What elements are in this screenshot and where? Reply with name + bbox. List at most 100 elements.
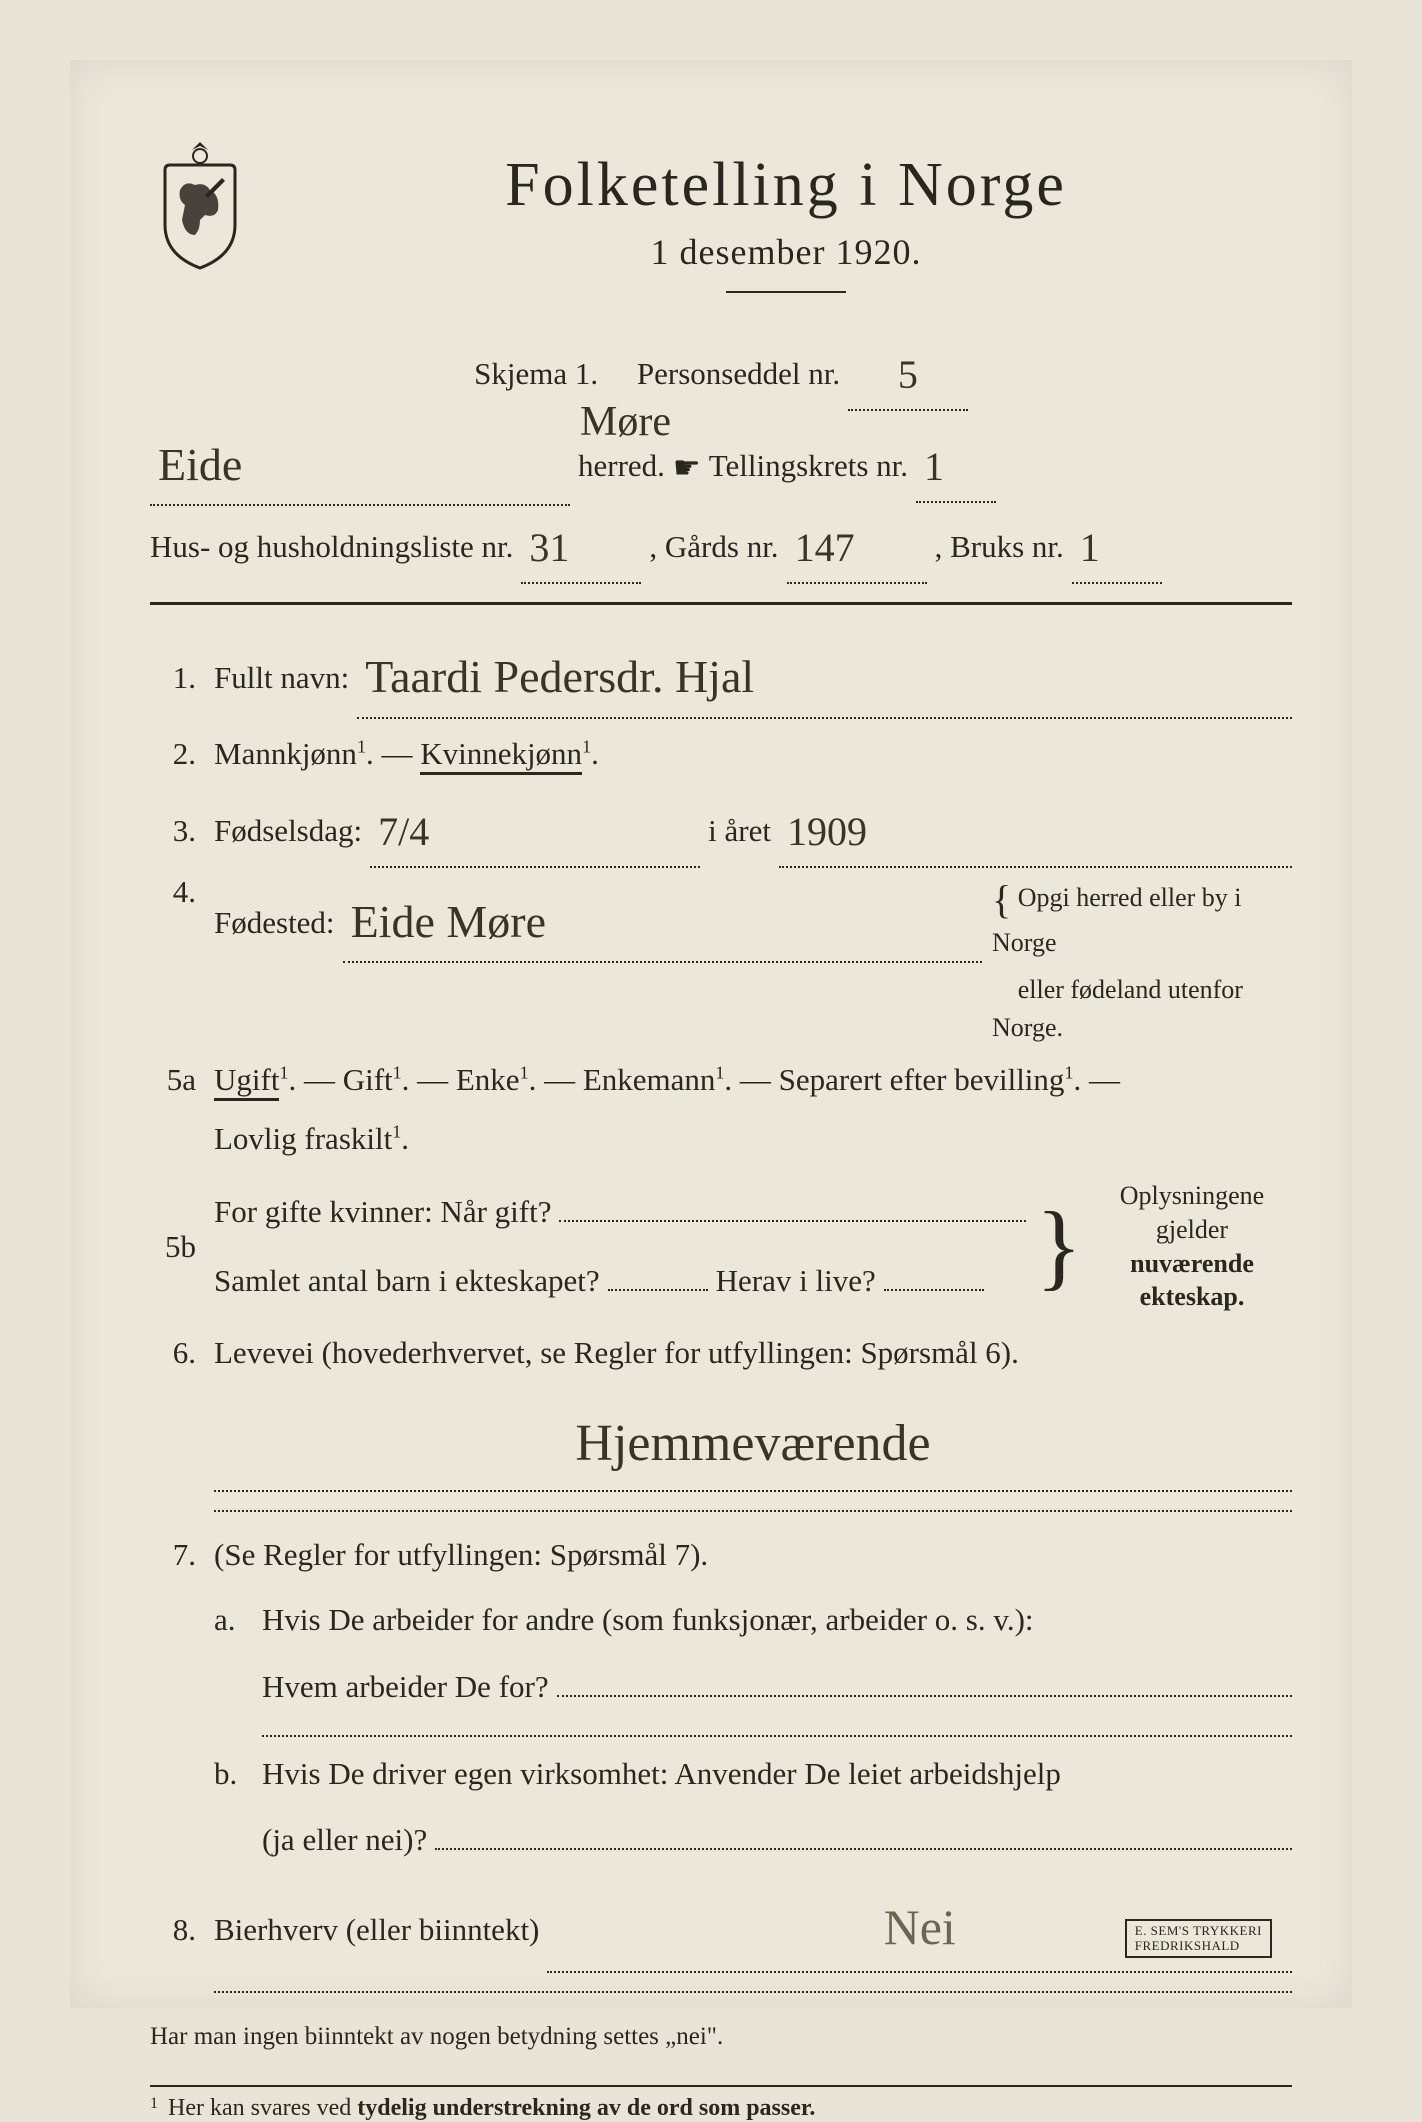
q7b-line1: Hvis De driver egen virksomhet: Anvender…: [262, 1756, 1061, 1791]
footnote: 1 Her kan svares ved tydelig understrekn…: [150, 2095, 1292, 2122]
stamp-line2: FREDRIKSHALD: [1135, 1938, 1240, 1953]
q5b-l2a: Samlet antal barn i ekteskapet?: [214, 1252, 600, 1311]
tellingskrets-nr: 1: [924, 429, 944, 505]
q5a-d1: —: [304, 1062, 343, 1097]
q8-blank: [214, 1991, 1292, 1993]
q5b-note: Oplysningene gjelder nuværende ekteskap.: [1092, 1179, 1292, 1314]
date-line: 1 desember 1920.: [280, 231, 1292, 273]
tellingskrets-label: Tellingskrets nr.: [709, 437, 908, 496]
q7a: a. Hvis De arbeider for andre (som funks…: [214, 1591, 1292, 1737]
q6-label: Levevei (hovederhvervet, se Regler for u…: [214, 1335, 1019, 1370]
bruks-nr: 1: [1080, 510, 1100, 586]
q7a-line1: Hvis De arbeider for andre (som funksjon…: [262, 1602, 1034, 1637]
q1: 1. Fullt navn: Taardi Pedersdr. Hjal: [150, 629, 1292, 718]
q5a-s1: 1: [393, 1063, 402, 1083]
q5a-s0: 1: [279, 1063, 288, 1083]
herred-line: Møre Eide herred. ☛ Tellingskrets nr. 1: [150, 417, 1292, 506]
hus-line: Hus- og husholdningsliste nr. 31 , Gårds…: [150, 506, 1292, 584]
q1-label: Fullt navn:: [214, 649, 349, 708]
q2-dash: —: [381, 736, 420, 771]
q3-day: 7/4: [378, 794, 429, 870]
census-form-page: Folketelling i Norge 1 desember 1920. Sk…: [70, 60, 1352, 2008]
q8-value: Nei: [884, 1880, 956, 1975]
printer-stamp: E. SEM'S TRYKKERI FREDRIKSHALD: [1125, 1919, 1272, 1958]
q5b-n1: Oplysningene: [1120, 1181, 1264, 1210]
title-block: Folketelling i Norge 1 desember 1920.: [280, 140, 1292, 323]
q8: 8. Bierhverv (eller biinntekt) Nei: [150, 1876, 1292, 1973]
bottom-note: Har man ingen biinntekt av nogen betydni…: [150, 2013, 1292, 2061]
q4-value: Eide Møre: [351, 878, 546, 965]
stamp-line1: E. SEM'S TRYKKERI: [1135, 1923, 1262, 1938]
q3-label: Fødselsdag:: [214, 802, 362, 861]
q2-dot1: .: [366, 736, 374, 771]
q2-female-selected: Kvinnekjønn: [420, 736, 582, 775]
q5b-n2b: nuværende: [1130, 1249, 1254, 1278]
coat-of-arms-icon: [150, 140, 250, 270]
q2-male: Mannkjønn: [214, 736, 357, 771]
q5a-d3: —: [544, 1062, 583, 1097]
q2: 2. Mannkjønn1. — Kvinnekjønn1.: [150, 725, 1292, 784]
q5a-num: 5a: [150, 1062, 196, 1098]
q5a: 5a Ugift1. — Gift1. — Enke1. — Enkemann1…: [150, 1051, 1292, 1169]
q2-sup2: 1: [582, 736, 591, 756]
header: Folketelling i Norge 1 desember 1920.: [150, 140, 1292, 323]
q7-num: 7.: [150, 1537, 196, 1573]
main-title: Folketelling i Norge: [280, 150, 1292, 221]
q7a-line2: Hvem arbeider De for?: [262, 1658, 549, 1717]
q1-value: Taardi Pedersdr. Hjal: [365, 633, 754, 720]
q1-num: 1.: [150, 660, 196, 696]
q5a-d2: —: [417, 1062, 456, 1097]
q8-label: Bierhverv (eller biinntekt): [214, 1901, 539, 1960]
county-hand: Møre: [580, 383, 671, 463]
q5b-l1: For gifte kvinner: Når gift?: [214, 1183, 551, 1242]
q7-label: (Se Regler for utfyllingen: Spørsmål 7).: [214, 1537, 708, 1572]
q3-year: 1909: [787, 794, 867, 870]
q3-year-label: i året: [708, 802, 771, 861]
herred-hand: Eide: [158, 421, 242, 508]
q7b: b. Hvis De driver egen virksomhet: Anven…: [214, 1745, 1292, 1871]
gards-nr: 147: [795, 510, 855, 586]
q5b-l2b: Herav i live?: [716, 1252, 876, 1311]
q5a-separert: Separert efter bevilling: [779, 1062, 1065, 1097]
q5a-fraskilt: Lovlig fraskilt: [214, 1121, 392, 1156]
q5a-enkemann: Enkemann: [583, 1062, 716, 1097]
q4-num: 4.: [150, 874, 196, 910]
brace-icon: }: [1036, 1208, 1082, 1285]
q3: 3. Fødselsdag: 7/4 i året 1909: [150, 790, 1292, 868]
gards-label: , Gårds nr.: [649, 518, 778, 577]
q5a-d4: —: [740, 1062, 779, 1097]
footnote-num: 1: [150, 2095, 158, 2122]
q5b-n3: ekteskap.: [1140, 1282, 1245, 1311]
hus-nr: 31: [529, 510, 569, 586]
hus-label: Hus- og husholdningsliste nr.: [150, 518, 513, 577]
q4-label: Fødested:: [214, 894, 335, 953]
q5b: 5b For gifte kvinner: Når gift? Samlet a…: [150, 1179, 1292, 1314]
q6-value: Hjemmeværende: [575, 1395, 930, 1494]
schema-line: Skjema 1. Personseddel nr. 5: [150, 333, 1292, 411]
q5a-enke: Enke: [456, 1062, 520, 1097]
q4-note: { Opgi herred eller by i Norge { eller f…: [992, 874, 1292, 1046]
footnote-divider: [150, 2085, 1292, 2087]
q5b-num: 5b: [150, 1229, 196, 1265]
q4: 4. { Opgi herred eller by i Norge { elle…: [150, 874, 1292, 1046]
q3-num: 3.: [150, 813, 196, 849]
personseddel-nr: 5: [898, 337, 918, 413]
q5a-gift: Gift: [343, 1062, 393, 1097]
q7a-num: a.: [214, 1602, 244, 1638]
q4-note1: Opgi herred eller by i Norge: [992, 883, 1242, 957]
q2-num: 2.: [150, 736, 196, 772]
q5a-s3: 1: [715, 1063, 724, 1083]
q5a-s4: 1: [1064, 1063, 1073, 1083]
q6-num: 6.: [150, 1335, 196, 1371]
title-divider: [726, 291, 846, 293]
q6: 6. Levevei (hovederhvervet, se Regler fo…: [150, 1324, 1292, 1512]
q2-sup1: 1: [357, 736, 366, 756]
bruks-label: , Bruks nr.: [935, 518, 1064, 577]
q5a-s2: 1: [520, 1063, 529, 1083]
q2-dot2: .: [591, 736, 599, 771]
q7: 7. (Se Regler for utfyllingen: Spørsmål …: [150, 1526, 1292, 1585]
q8-num: 8.: [150, 1912, 196, 1948]
q7b-line2: (ja eller nei)?: [262, 1811, 427, 1870]
q7b-num: b.: [214, 1756, 244, 1792]
section-divider: [150, 602, 1292, 605]
